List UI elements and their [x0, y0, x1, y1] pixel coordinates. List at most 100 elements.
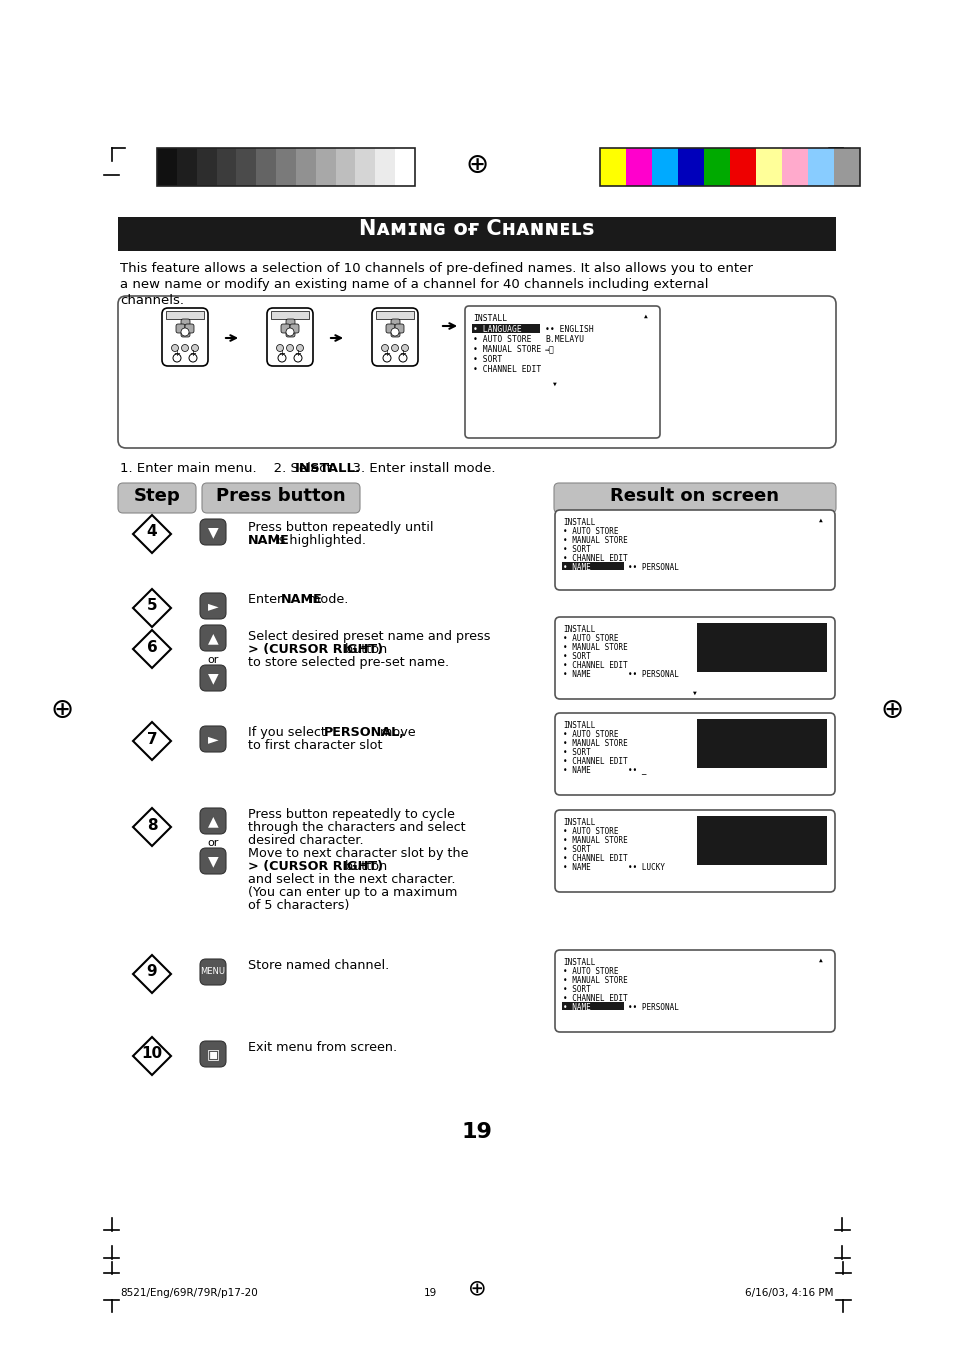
Bar [833, 149, 859, 186]
FancyBboxPatch shape [555, 713, 834, 794]
Text: move: move [376, 725, 416, 739]
Bar [561, 562, 623, 570]
Bar [697, 816, 826, 865]
Text: • MANUAL STORE: • MANUAL STORE [473, 345, 540, 354]
Text: to first character slot: to first character slot [248, 739, 382, 753]
Text: • CHANNEL EDIT: • CHANNEL EDIT [562, 757, 627, 766]
Bar [256, 149, 275, 186]
Bar [236, 149, 256, 186]
FancyBboxPatch shape [290, 324, 298, 332]
FancyBboxPatch shape [555, 811, 834, 892]
Text: INSTALL.: INSTALL. [294, 462, 360, 476]
Text: • AUTO STORE: • AUTO STORE [562, 967, 618, 975]
Text: Nᴀᴍɪɴɢ ᴏғ Cʜᴀɴɴᴇʟѕ: Nᴀᴍɪɴɢ ᴏғ Cʜᴀɴɴᴇʟѕ [359, 219, 594, 239]
Text: and select in the next character.: and select in the next character. [248, 873, 455, 886]
FancyBboxPatch shape [555, 950, 834, 1032]
Circle shape [181, 328, 189, 336]
Bar [157, 149, 415, 186]
FancyBboxPatch shape [267, 308, 313, 366]
Text: 4: 4 [147, 524, 157, 539]
FancyBboxPatch shape [202, 484, 359, 513]
Polygon shape [132, 515, 171, 553]
Text: ⊕: ⊕ [880, 696, 902, 724]
Text: •• PERSONAL: •• PERSONAL [627, 1002, 679, 1012]
Text: Press button repeatedly until: Press button repeatedly until [248, 521, 433, 534]
Text: • SORT: • SORT [473, 355, 501, 363]
Text: ▼: ▼ [208, 854, 218, 867]
Text: Press button: Press button [216, 486, 345, 505]
FancyBboxPatch shape [464, 305, 659, 438]
Text: 1. Enter main menu.    2. Select: 1. Enter main menu. 2. Select [120, 462, 335, 476]
Bar [807, 149, 833, 186]
Bar [755, 149, 781, 186]
Text: ▲: ▲ [208, 815, 218, 828]
FancyBboxPatch shape [391, 328, 399, 336]
Text: •• ENGLISH: •• ENGLISH [544, 326, 593, 334]
Bar [157, 149, 176, 186]
Text: • SORT: • SORT [562, 985, 590, 994]
Text: Result on screen: Result on screen [610, 486, 779, 505]
Bar [216, 149, 236, 186]
Text: •• PERSONAL: •• PERSONAL [627, 670, 679, 680]
Text: •• PERSONAL: •• PERSONAL [627, 563, 679, 571]
Polygon shape [132, 589, 171, 627]
Text: • NAME: • NAME [562, 670, 590, 680]
Text: to store selected pre-set name.: to store selected pre-set name. [248, 657, 449, 669]
Text: Press button repeatedly to cycle: Press button repeatedly to cycle [248, 808, 455, 821]
Text: • MANUAL STORE: • MANUAL STORE [562, 975, 627, 985]
Text: ⊕: ⊕ [467, 1278, 486, 1298]
Text: • MANUAL STORE: • MANUAL STORE [562, 836, 627, 844]
FancyBboxPatch shape [200, 848, 226, 874]
FancyBboxPatch shape [555, 617, 834, 698]
FancyBboxPatch shape [181, 328, 190, 336]
Text: ▼: ▼ [208, 526, 218, 539]
Bar [355, 149, 375, 186]
Text: • CHANNEL EDIT: • CHANNEL EDIT [473, 365, 540, 374]
Text: ▲: ▲ [208, 631, 218, 644]
Circle shape [382, 354, 391, 362]
FancyBboxPatch shape [391, 319, 399, 328]
Text: Move to next character slot by the: Move to next character slot by the [248, 847, 468, 861]
Text: • SORT: • SORT [562, 844, 590, 854]
Text: +: + [383, 350, 390, 358]
Circle shape [381, 345, 388, 351]
Text: 19: 19 [461, 1121, 492, 1142]
FancyBboxPatch shape [162, 308, 208, 366]
Circle shape [189, 354, 196, 362]
Text: • LANGUAGE: • LANGUAGE [473, 326, 521, 334]
Text: NAME: NAME [248, 534, 290, 547]
Text: 9: 9 [147, 965, 157, 979]
Text: Store named channel.: Store named channel. [248, 959, 389, 971]
Text: •• _: •• _ [627, 766, 646, 775]
Text: • MANUAL STORE: • MANUAL STORE [562, 739, 627, 748]
Text: is highlighted.: is highlighted. [271, 534, 366, 547]
Text: • CHANNEL EDIT: • CHANNEL EDIT [562, 854, 627, 863]
FancyBboxPatch shape [200, 626, 226, 651]
Bar [697, 623, 826, 671]
FancyBboxPatch shape [175, 324, 185, 332]
Text: Step: Step [133, 486, 180, 505]
Polygon shape [132, 808, 171, 846]
Text: 6: 6 [147, 639, 157, 654]
FancyBboxPatch shape [200, 665, 226, 690]
Bar [703, 149, 729, 186]
Bar [561, 1002, 623, 1011]
Text: of 5 characters): of 5 characters) [248, 898, 349, 912]
Text: • SORT: • SORT [562, 653, 590, 661]
Circle shape [276, 345, 283, 351]
Text: INSTALL: INSTALL [562, 721, 595, 730]
Bar [678, 149, 703, 186]
Text: •• LUCKY: •• LUCKY [627, 863, 664, 871]
Bar [335, 149, 355, 186]
Text: ⊕: ⊕ [51, 696, 73, 724]
Circle shape [181, 345, 189, 351]
Text: 8521/Eng/69R/79R/p17-20: 8521/Eng/69R/79R/p17-20 [120, 1288, 257, 1298]
Text: ▲: ▲ [818, 517, 821, 523]
Text: ▼: ▼ [693, 690, 696, 696]
Text: (You can enter up to a maximum: (You can enter up to a maximum [248, 886, 456, 898]
Bar [271, 311, 309, 319]
Text: ▼: ▼ [208, 671, 218, 685]
Text: PERSONAL,: PERSONAL, [324, 725, 405, 739]
Bar [375, 311, 414, 319]
Text: ⇒文: ⇒文 [544, 345, 554, 354]
